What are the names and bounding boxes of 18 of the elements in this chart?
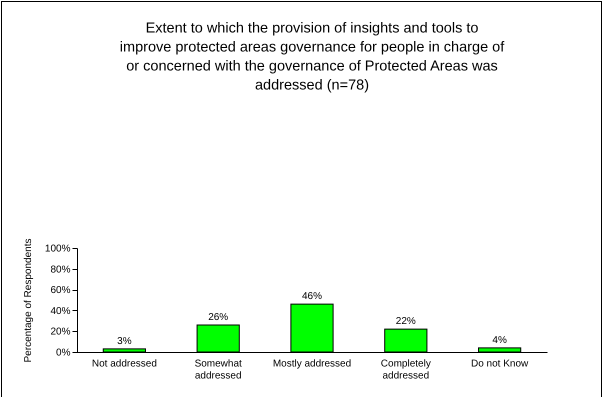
y-tick-label: 40% — [50, 306, 71, 317]
data-label: 26% — [208, 312, 228, 323]
data-label: 4% — [492, 334, 507, 346]
y-tick-label: 0% — [56, 348, 71, 358]
x-tick-label: Somewhat addressed — [194, 358, 242, 382]
data-label: 46% — [302, 291, 322, 302]
chart-title: Extent to which the provision of insights and tools to improve protected areas governance for people in charge of or concerned with the governance of Protected Areas was addressed (n=78) — [120, 20, 506, 94]
data-label: 3% — [117, 336, 132, 347]
x-tick-label: Do not Know — [470, 358, 530, 370]
x-tick-label: Not addressed — [92, 358, 157, 370]
y-tick-label: 20% — [50, 326, 71, 338]
y-tick-label: 100% — [44, 244, 71, 254]
y-axis-title: Percentage of Respondents — [22, 238, 34, 362]
data-label: 22% — [396, 316, 416, 328]
y-tick-label: 80% — [50, 264, 71, 276]
x-tick-label: Mostly addressed — [272, 358, 352, 370]
x-tick-label: Completely addressed — [380, 358, 431, 382]
y-tick-label: 60% — [50, 285, 71, 296]
